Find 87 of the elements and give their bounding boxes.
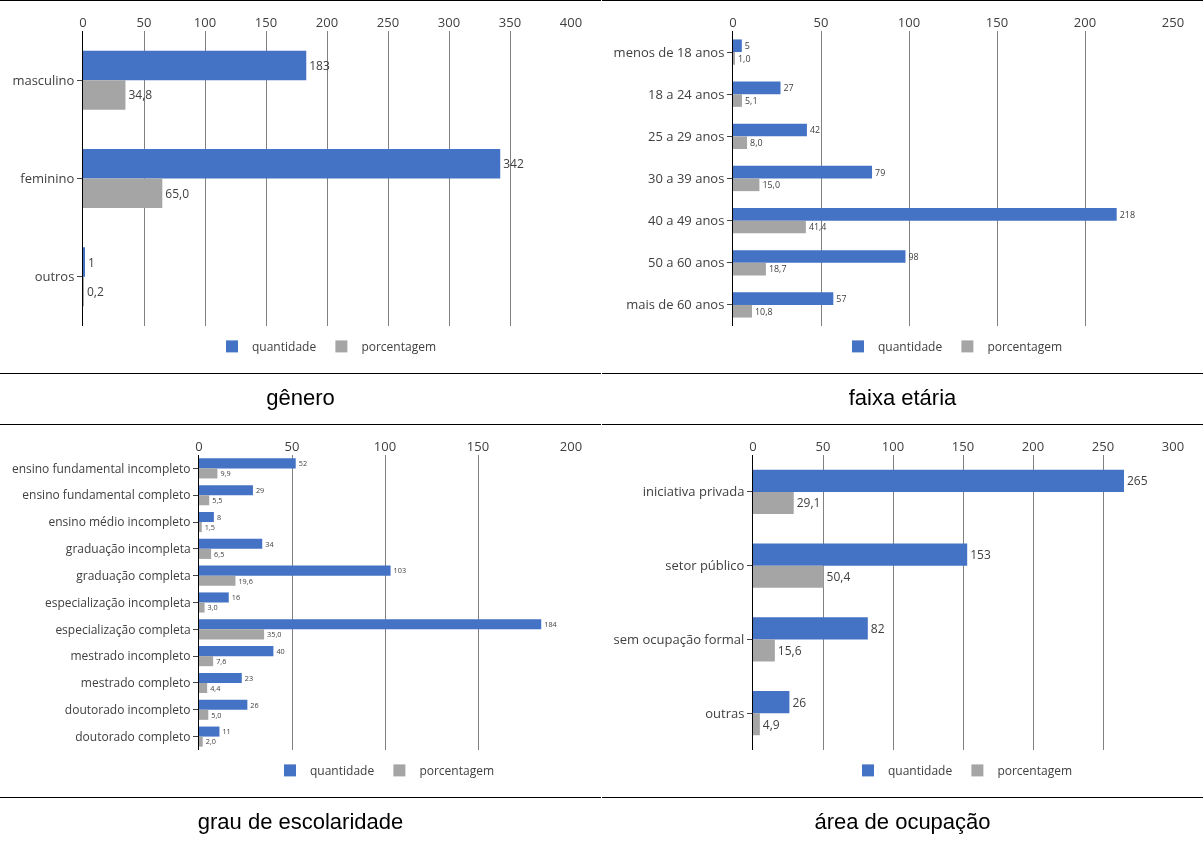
- x-tick-label: 0: [79, 13, 87, 32]
- x-tick-label: 150: [254, 13, 278, 32]
- x-tick-label: 0: [749, 437, 757, 456]
- data-label: 153: [970, 546, 991, 564]
- x-tick-label: 200: [559, 437, 583, 456]
- data-label: 15,6: [777, 641, 802, 659]
- data-label: 50,4: [826, 568, 851, 586]
- x-tick-label: 50: [284, 437, 300, 456]
- legend-label: quantidade: [252, 338, 317, 356]
- data-label: 4,9: [762, 715, 780, 733]
- y-tick-label: 18 a 24 anos: [648, 84, 725, 103]
- y-tick-label: ensino fundamental completo: [22, 486, 191, 504]
- x-tick-label: 100: [897, 13, 921, 32]
- y-tick-label: especialização completa: [55, 620, 191, 638]
- text: faixa etária: [602, 373, 1203, 422]
- x-tick-label: 400: [559, 13, 583, 32]
- y-tick-label: 25 a 29 anos: [648, 126, 725, 145]
- y-tick-label: mestrado completo: [80, 674, 191, 692]
- data-label: 27: [783, 81, 794, 95]
- y-tick-label: mestrado incompleto: [70, 647, 191, 665]
- x-tick-label: 50: [813, 13, 829, 32]
- y-tick-label: 30 a 39 anos: [648, 169, 725, 188]
- x-tick-label: 250: [1161, 13, 1185, 32]
- x-tick-label: 50: [815, 437, 831, 456]
- data-label: 18,7: [768, 262, 787, 276]
- data-label: 57: [836, 291, 847, 305]
- legend-label: porcentagem: [419, 762, 495, 780]
- y-tick-label: graduação completa: [76, 566, 191, 584]
- text: grau de escolaridade: [0, 797, 601, 846]
- data-label: 0,2: [87, 283, 104, 301]
- x-tick-label: 150: [466, 437, 490, 456]
- x-tick-label: 50: [136, 13, 152, 32]
- x-tick-label: 250: [376, 13, 400, 32]
- y-tick-label: mais de 60 anos: [626, 295, 725, 314]
- data-label: 29,1: [796, 494, 821, 512]
- x-tick-label: 0: [195, 437, 203, 456]
- text: gênero: [0, 373, 601, 422]
- y-tick-label: 40 a 49 anos: [648, 211, 725, 230]
- data-label: 8,0: [750, 136, 763, 150]
- y-tick-label: outras: [705, 703, 745, 722]
- data-label: 42: [809, 123, 821, 137]
- y-tick-label: especialização incompleta: [44, 593, 191, 611]
- text: área de ocupação: [602, 797, 1203, 846]
- x-tick-label: 200: [1073, 13, 1097, 32]
- data-label: 5: [744, 39, 750, 53]
- x-tick-label: 150: [985, 13, 1009, 32]
- data-label: 10,8: [755, 304, 773, 318]
- x-tick-label: 100: [193, 13, 217, 32]
- y-tick-label: masculino: [12, 70, 75, 89]
- legend-label: quantidade: [310, 762, 375, 780]
- x-tick-label: 100: [373, 437, 397, 456]
- y-tick-label: iniciativa privada: [642, 482, 745, 501]
- legend-label: porcentagem: [997, 762, 1073, 780]
- y-tick-label: outros: [34, 267, 75, 286]
- data-label: 265: [1127, 472, 1148, 490]
- x-tick-label: 200: [1021, 437, 1045, 456]
- data-label: 65,0: [165, 184, 190, 202]
- y-tick-label: 50 a 60 anos: [648, 253, 725, 272]
- legend-label: porcentagem: [987, 338, 1063, 356]
- y-tick-label: ensino médio incompleto: [48, 513, 191, 531]
- x-tick-label: 300: [1161, 437, 1185, 456]
- x-tick-label: 200: [315, 13, 339, 32]
- y-tick-label: doutorado completo: [75, 727, 191, 745]
- x-tick-label: 150: [951, 437, 975, 456]
- x-tick-label: 300: [437, 13, 461, 32]
- legend-label: quantidade: [878, 338, 943, 356]
- legend-label: quantidade: [888, 762, 953, 780]
- data-label: 5,1: [744, 93, 758, 107]
- x-tick-label: 250: [1091, 437, 1115, 456]
- y-tick-label: sem ocupação formal: [613, 629, 745, 648]
- data-label: 79: [875, 165, 886, 179]
- y-tick-label: menos de 18 anos: [613, 42, 725, 61]
- x-tick-label: 0: [729, 13, 737, 32]
- legend-label: porcentagem: [361, 338, 437, 356]
- data-label: 1,0: [738, 51, 751, 65]
- y-tick-label: ensino fundamental incompleto: [11, 459, 191, 477]
- data-label: 218: [1119, 207, 1135, 221]
- y-tick-label: doutorado incompleto: [64, 700, 191, 718]
- data-label: 15,0: [762, 178, 781, 192]
- x-tick-label: 100: [881, 437, 905, 456]
- y-tick-label: setor público: [665, 556, 745, 575]
- x-tick-label: 350: [498, 13, 522, 32]
- y-tick-label: graduação incompleta: [65, 540, 191, 558]
- data-label: 82: [870, 619, 885, 637]
- data-label: 26: [792, 693, 807, 711]
- y-tick-label: feminino: [20, 169, 75, 188]
- data-label: 1: [88, 253, 95, 271]
